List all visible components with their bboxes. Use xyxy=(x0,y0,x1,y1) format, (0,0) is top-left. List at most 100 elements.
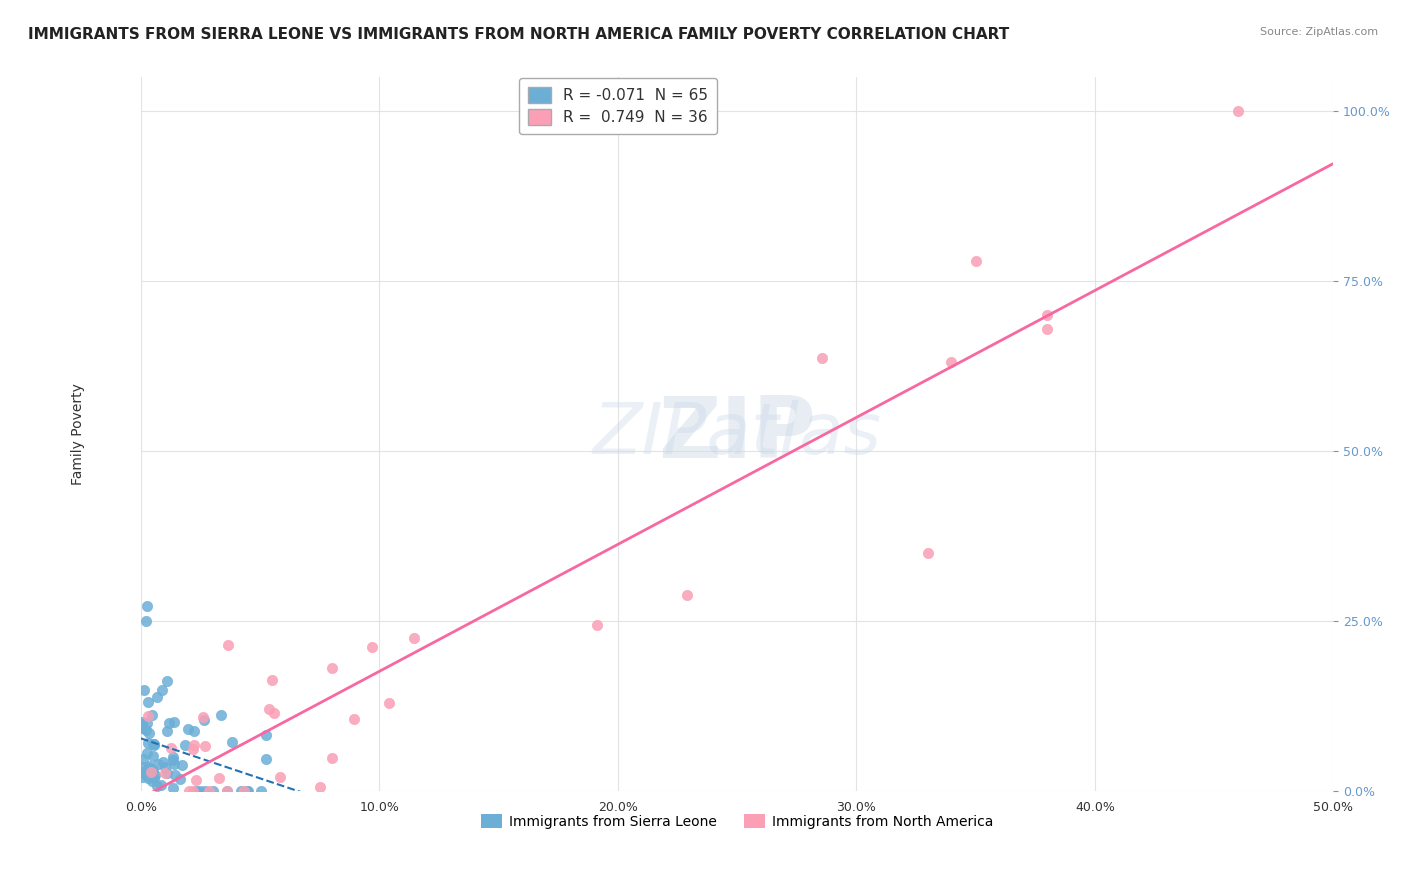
Point xyxy=(221,734,243,748)
Point xyxy=(142,737,165,751)
Point xyxy=(585,617,607,632)
Point xyxy=(162,750,184,764)
Point xyxy=(131,714,153,729)
Point xyxy=(181,741,204,756)
Point xyxy=(309,780,332,794)
Point xyxy=(254,728,277,742)
Point xyxy=(254,752,277,766)
Point xyxy=(153,766,176,780)
Point xyxy=(148,756,170,771)
Point xyxy=(169,772,191,786)
Point xyxy=(404,632,426,646)
Point xyxy=(250,784,273,798)
Point xyxy=(136,695,159,709)
Text: ZIPatlas: ZIPatlas xyxy=(592,400,882,469)
Point xyxy=(135,723,157,737)
Point xyxy=(194,739,217,753)
Point xyxy=(215,784,238,798)
Point xyxy=(181,784,204,798)
Point xyxy=(131,770,153,784)
Point xyxy=(163,756,186,771)
Point xyxy=(136,736,159,750)
Point xyxy=(1227,104,1250,119)
Point xyxy=(810,351,832,365)
Legend: Immigrants from Sierra Leone, Immigrants from North America: Immigrants from Sierra Leone, Immigrants… xyxy=(475,808,998,834)
Point xyxy=(232,784,254,798)
Point xyxy=(142,737,165,751)
Point xyxy=(321,751,343,765)
Point xyxy=(143,768,166,782)
Point xyxy=(145,779,167,793)
Point xyxy=(201,784,224,798)
Point xyxy=(1036,309,1059,323)
Point xyxy=(193,713,215,727)
Y-axis label: Family Poverty: Family Poverty xyxy=(72,384,86,485)
Point xyxy=(142,763,165,777)
Point xyxy=(152,755,174,769)
Point xyxy=(191,710,214,724)
Point xyxy=(173,738,195,752)
Point xyxy=(132,752,155,766)
Point xyxy=(209,707,232,722)
Point xyxy=(257,702,280,716)
Point xyxy=(186,773,208,788)
Point xyxy=(238,784,260,798)
Point xyxy=(131,721,153,735)
Point xyxy=(184,784,207,798)
Point xyxy=(215,784,238,798)
Point xyxy=(138,759,160,773)
Point xyxy=(177,723,200,737)
Text: IMMIGRANTS FROM SIERRA LEONE VS IMMIGRANTS FROM NORTH AMERICA FAMILY POVERTY COR: IMMIGRANTS FROM SIERRA LEONE VS IMMIGRAN… xyxy=(28,27,1010,42)
Point xyxy=(156,766,179,780)
Point xyxy=(208,772,231,786)
Point xyxy=(132,766,155,780)
Point xyxy=(156,723,179,738)
Point xyxy=(136,746,159,760)
Point xyxy=(138,725,160,739)
Point xyxy=(135,599,157,614)
Point xyxy=(132,682,155,697)
Point xyxy=(157,715,180,730)
Point xyxy=(135,615,157,629)
Point xyxy=(141,708,163,723)
Point xyxy=(142,739,165,753)
Point xyxy=(155,760,177,774)
Point xyxy=(141,774,163,789)
Text: Source: ZipAtlas.com: Source: ZipAtlas.com xyxy=(1260,27,1378,37)
Point xyxy=(194,784,217,798)
Point xyxy=(162,780,184,795)
Point xyxy=(136,772,159,786)
Point xyxy=(263,706,285,720)
Point xyxy=(156,673,179,688)
Point xyxy=(342,712,364,726)
Point xyxy=(163,715,186,730)
Point xyxy=(965,254,987,268)
Point xyxy=(136,709,159,723)
Point xyxy=(139,764,162,779)
Point xyxy=(143,771,166,785)
Point xyxy=(217,638,239,652)
Point xyxy=(150,778,173,792)
Point xyxy=(134,760,156,774)
Point xyxy=(183,724,205,739)
Point xyxy=(135,715,157,730)
Point xyxy=(170,757,193,772)
Point xyxy=(939,355,962,369)
Point xyxy=(198,784,221,798)
Point xyxy=(1036,322,1059,336)
Point xyxy=(188,784,211,798)
Point xyxy=(162,752,184,766)
Point xyxy=(134,764,156,778)
Point xyxy=(131,717,153,731)
Point xyxy=(676,588,699,602)
Point xyxy=(138,761,160,775)
Point xyxy=(321,660,343,674)
Point xyxy=(183,739,205,753)
Point xyxy=(361,640,384,654)
Text: ZIP: ZIP xyxy=(658,392,815,475)
Point xyxy=(146,690,169,705)
Point xyxy=(231,784,253,798)
Point xyxy=(260,673,283,687)
Point xyxy=(177,784,200,798)
Point xyxy=(917,546,939,560)
